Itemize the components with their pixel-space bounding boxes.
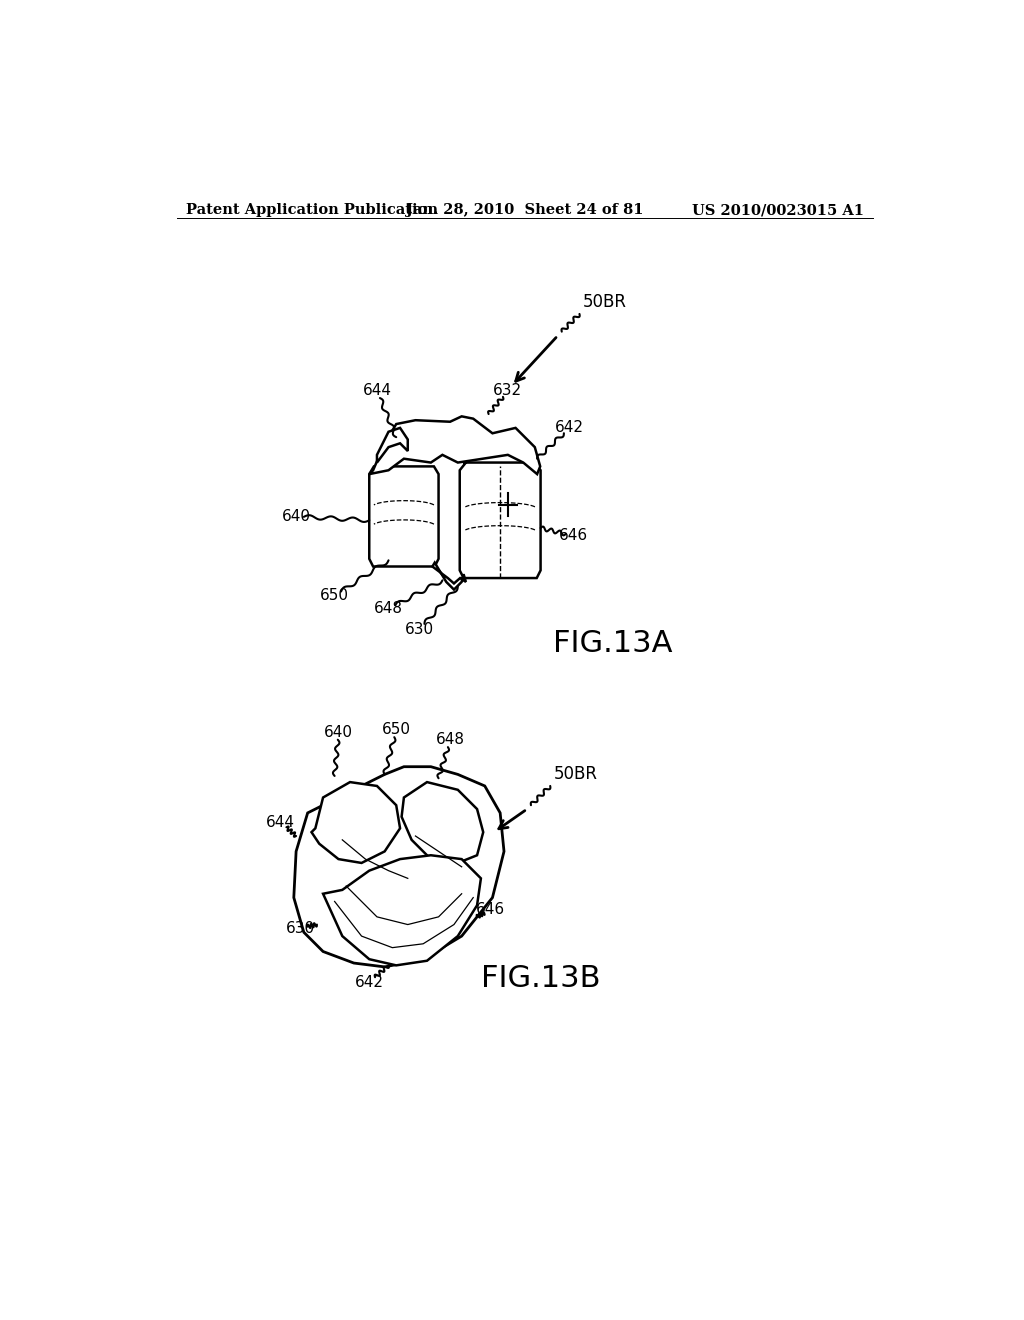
- Text: 642: 642: [555, 420, 584, 436]
- Polygon shape: [401, 781, 483, 863]
- Text: 650: 650: [382, 722, 411, 738]
- Polygon shape: [370, 466, 438, 566]
- Text: 640: 640: [282, 510, 310, 524]
- Text: 630: 630: [286, 921, 314, 936]
- Text: 644: 644: [362, 383, 391, 399]
- Text: 644: 644: [266, 814, 295, 830]
- Text: 630: 630: [404, 622, 434, 638]
- Text: 648: 648: [435, 733, 465, 747]
- Text: US 2010/0023015 A1: US 2010/0023015 A1: [691, 203, 863, 216]
- Text: 50BR: 50BR: [583, 293, 627, 312]
- Polygon shape: [460, 462, 541, 578]
- Polygon shape: [323, 855, 481, 965]
- Text: 640: 640: [324, 725, 353, 739]
- Text: 648: 648: [374, 602, 403, 616]
- Text: 50BR: 50BR: [553, 764, 597, 783]
- Polygon shape: [294, 767, 504, 966]
- Polygon shape: [370, 416, 541, 474]
- Polygon shape: [311, 781, 400, 863]
- Text: 632: 632: [494, 383, 522, 399]
- Text: 646: 646: [559, 528, 588, 544]
- Text: FIG.13A: FIG.13A: [553, 630, 672, 657]
- Text: Patent Application Publication: Patent Application Publication: [186, 203, 438, 216]
- Text: Jan. 28, 2010  Sheet 24 of 81: Jan. 28, 2010 Sheet 24 of 81: [407, 203, 643, 216]
- Text: 646: 646: [476, 902, 506, 916]
- Text: 650: 650: [321, 589, 349, 603]
- Polygon shape: [377, 428, 408, 462]
- Text: FIG.13B: FIG.13B: [481, 964, 600, 993]
- Text: 642: 642: [354, 974, 384, 990]
- Polygon shape: [432, 562, 466, 590]
